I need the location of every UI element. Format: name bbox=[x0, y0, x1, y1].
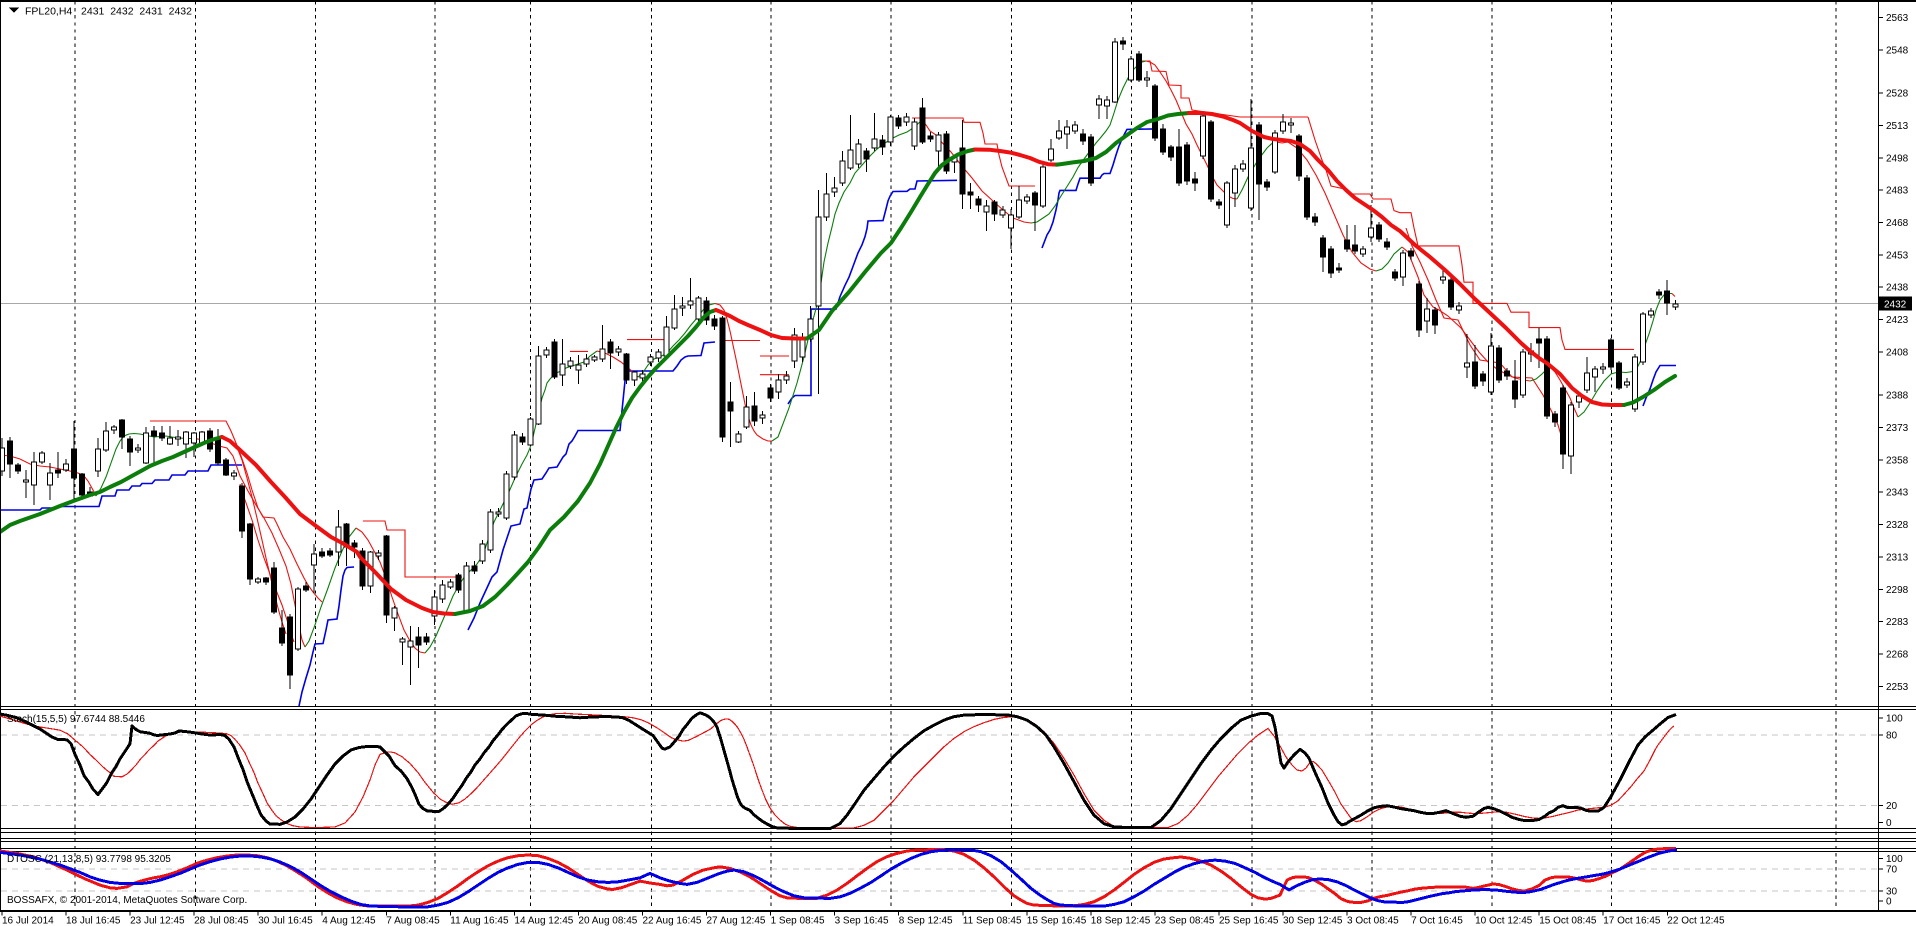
svg-text:FPL20,H4 2431 2432 2431 2: FPL20,H4 2431 2432 2431 2432 bbox=[25, 6, 192, 18]
svg-text:2388: 2388 bbox=[1886, 391, 1909, 402]
svg-text:11 Sep 08:45: 11 Sep 08:45 bbox=[963, 916, 1022, 926]
svg-text:2313: 2313 bbox=[1886, 553, 1909, 564]
svg-text:2298: 2298 bbox=[1886, 585, 1909, 596]
svg-text:100: 100 bbox=[1886, 854, 1903, 865]
svg-text:15 Oct 08:45: 15 Oct 08:45 bbox=[1539, 916, 1597, 926]
svg-text:2328: 2328 bbox=[1886, 520, 1909, 531]
svg-text:2268: 2268 bbox=[1886, 650, 1909, 661]
svg-text:2453: 2453 bbox=[1886, 250, 1909, 261]
svg-text:22 Aug 16:45: 22 Aug 16:45 bbox=[643, 916, 702, 926]
svg-text:2513: 2513 bbox=[1886, 121, 1909, 132]
svg-text:2498: 2498 bbox=[1886, 153, 1909, 164]
svg-text:3 Oct 08:45: 3 Oct 08:45 bbox=[1347, 916, 1399, 926]
svg-text:70: 70 bbox=[1886, 865, 1898, 876]
svg-text:10 Oct 12:45: 10 Oct 12:45 bbox=[1475, 916, 1533, 926]
svg-text:80: 80 bbox=[1886, 731, 1898, 742]
svg-text:30 Sep 12:45: 30 Sep 12:45 bbox=[1283, 916, 1343, 926]
svg-text:DTOSC (21,13,8,5) 93.7798 95.3: DTOSC (21,13,8,5) 93.7798 95.3205 bbox=[7, 854, 171, 865]
svg-text:18 Sep 12:45: 18 Sep 12:45 bbox=[1091, 916, 1151, 926]
svg-text:BOSSAFX, © 2001-2014, MetaQuot: BOSSAFX, © 2001-2014, MetaQuotes Softwar… bbox=[7, 895, 247, 906]
svg-text:15 Sep 16:45: 15 Sep 16:45 bbox=[1027, 916, 1087, 926]
svg-text:2432: 2432 bbox=[1884, 300, 1907, 311]
svg-text:4 Aug 12:45: 4 Aug 12:45 bbox=[322, 916, 376, 926]
svg-text:23 Sep 08:45: 23 Sep 08:45 bbox=[1155, 916, 1215, 926]
svg-text:28 Jul 08:45: 28 Jul 08:45 bbox=[194, 916, 249, 926]
svg-text:25 Sep 16:45: 25 Sep 16:45 bbox=[1219, 916, 1279, 926]
svg-text:2373: 2373 bbox=[1886, 423, 1909, 434]
svg-text:23 Jul 12:45: 23 Jul 12:45 bbox=[130, 916, 185, 926]
svg-text:2408: 2408 bbox=[1886, 348, 1909, 359]
svg-text:100: 100 bbox=[1886, 714, 1903, 725]
svg-text:18 Jul 16:45: 18 Jul 16:45 bbox=[66, 916, 121, 926]
svg-text:7 Oct 16:45: 7 Oct 16:45 bbox=[1411, 916, 1463, 926]
svg-text:2548: 2548 bbox=[1886, 45, 1909, 56]
svg-text:27 Aug 12:45: 27 Aug 12:45 bbox=[707, 916, 766, 926]
svg-text:3 Sep 16:45: 3 Sep 16:45 bbox=[835, 916, 889, 926]
svg-text:2528: 2528 bbox=[1886, 89, 1909, 100]
svg-text:1 Sep 08:45: 1 Sep 08:45 bbox=[771, 916, 825, 926]
svg-text:16 Jul 2014: 16 Jul 2014 bbox=[2, 916, 54, 926]
svg-text:2563: 2563 bbox=[1886, 13, 1909, 24]
svg-text:30 Jul 16:45: 30 Jul 16:45 bbox=[258, 916, 313, 926]
svg-text:11 Aug 16:45: 11 Aug 16:45 bbox=[450, 916, 509, 926]
svg-text:30: 30 bbox=[1886, 887, 1898, 898]
svg-text:2283: 2283 bbox=[1886, 617, 1909, 628]
svg-text:20: 20 bbox=[1886, 801, 1898, 812]
svg-text:17 Oct 16:45: 17 Oct 16:45 bbox=[1603, 916, 1661, 926]
svg-text:0: 0 bbox=[1886, 818, 1892, 829]
svg-text:8 Sep 12:45: 8 Sep 12:45 bbox=[899, 916, 953, 926]
svg-text:2253: 2253 bbox=[1886, 682, 1909, 693]
svg-text:2468: 2468 bbox=[1886, 218, 1909, 229]
svg-text:2358: 2358 bbox=[1886, 455, 1909, 466]
svg-text:2483: 2483 bbox=[1886, 186, 1909, 197]
svg-text:20 Aug 08:45: 20 Aug 08:45 bbox=[578, 916, 637, 926]
svg-text:2343: 2343 bbox=[1886, 488, 1909, 499]
svg-text:14 Aug 12:45: 14 Aug 12:45 bbox=[514, 916, 573, 926]
svg-text:Stoch(15,5,5) 97.6744 88.5446: Stoch(15,5,5) 97.6744 88.5446 bbox=[7, 714, 145, 725]
svg-text:2438: 2438 bbox=[1886, 283, 1909, 294]
svg-text:0: 0 bbox=[1886, 897, 1892, 908]
svg-text:22 Oct 12:45: 22 Oct 12:45 bbox=[1667, 916, 1725, 926]
svg-text:2423: 2423 bbox=[1886, 315, 1909, 326]
svg-text:7 Aug 08:45: 7 Aug 08:45 bbox=[386, 916, 440, 926]
